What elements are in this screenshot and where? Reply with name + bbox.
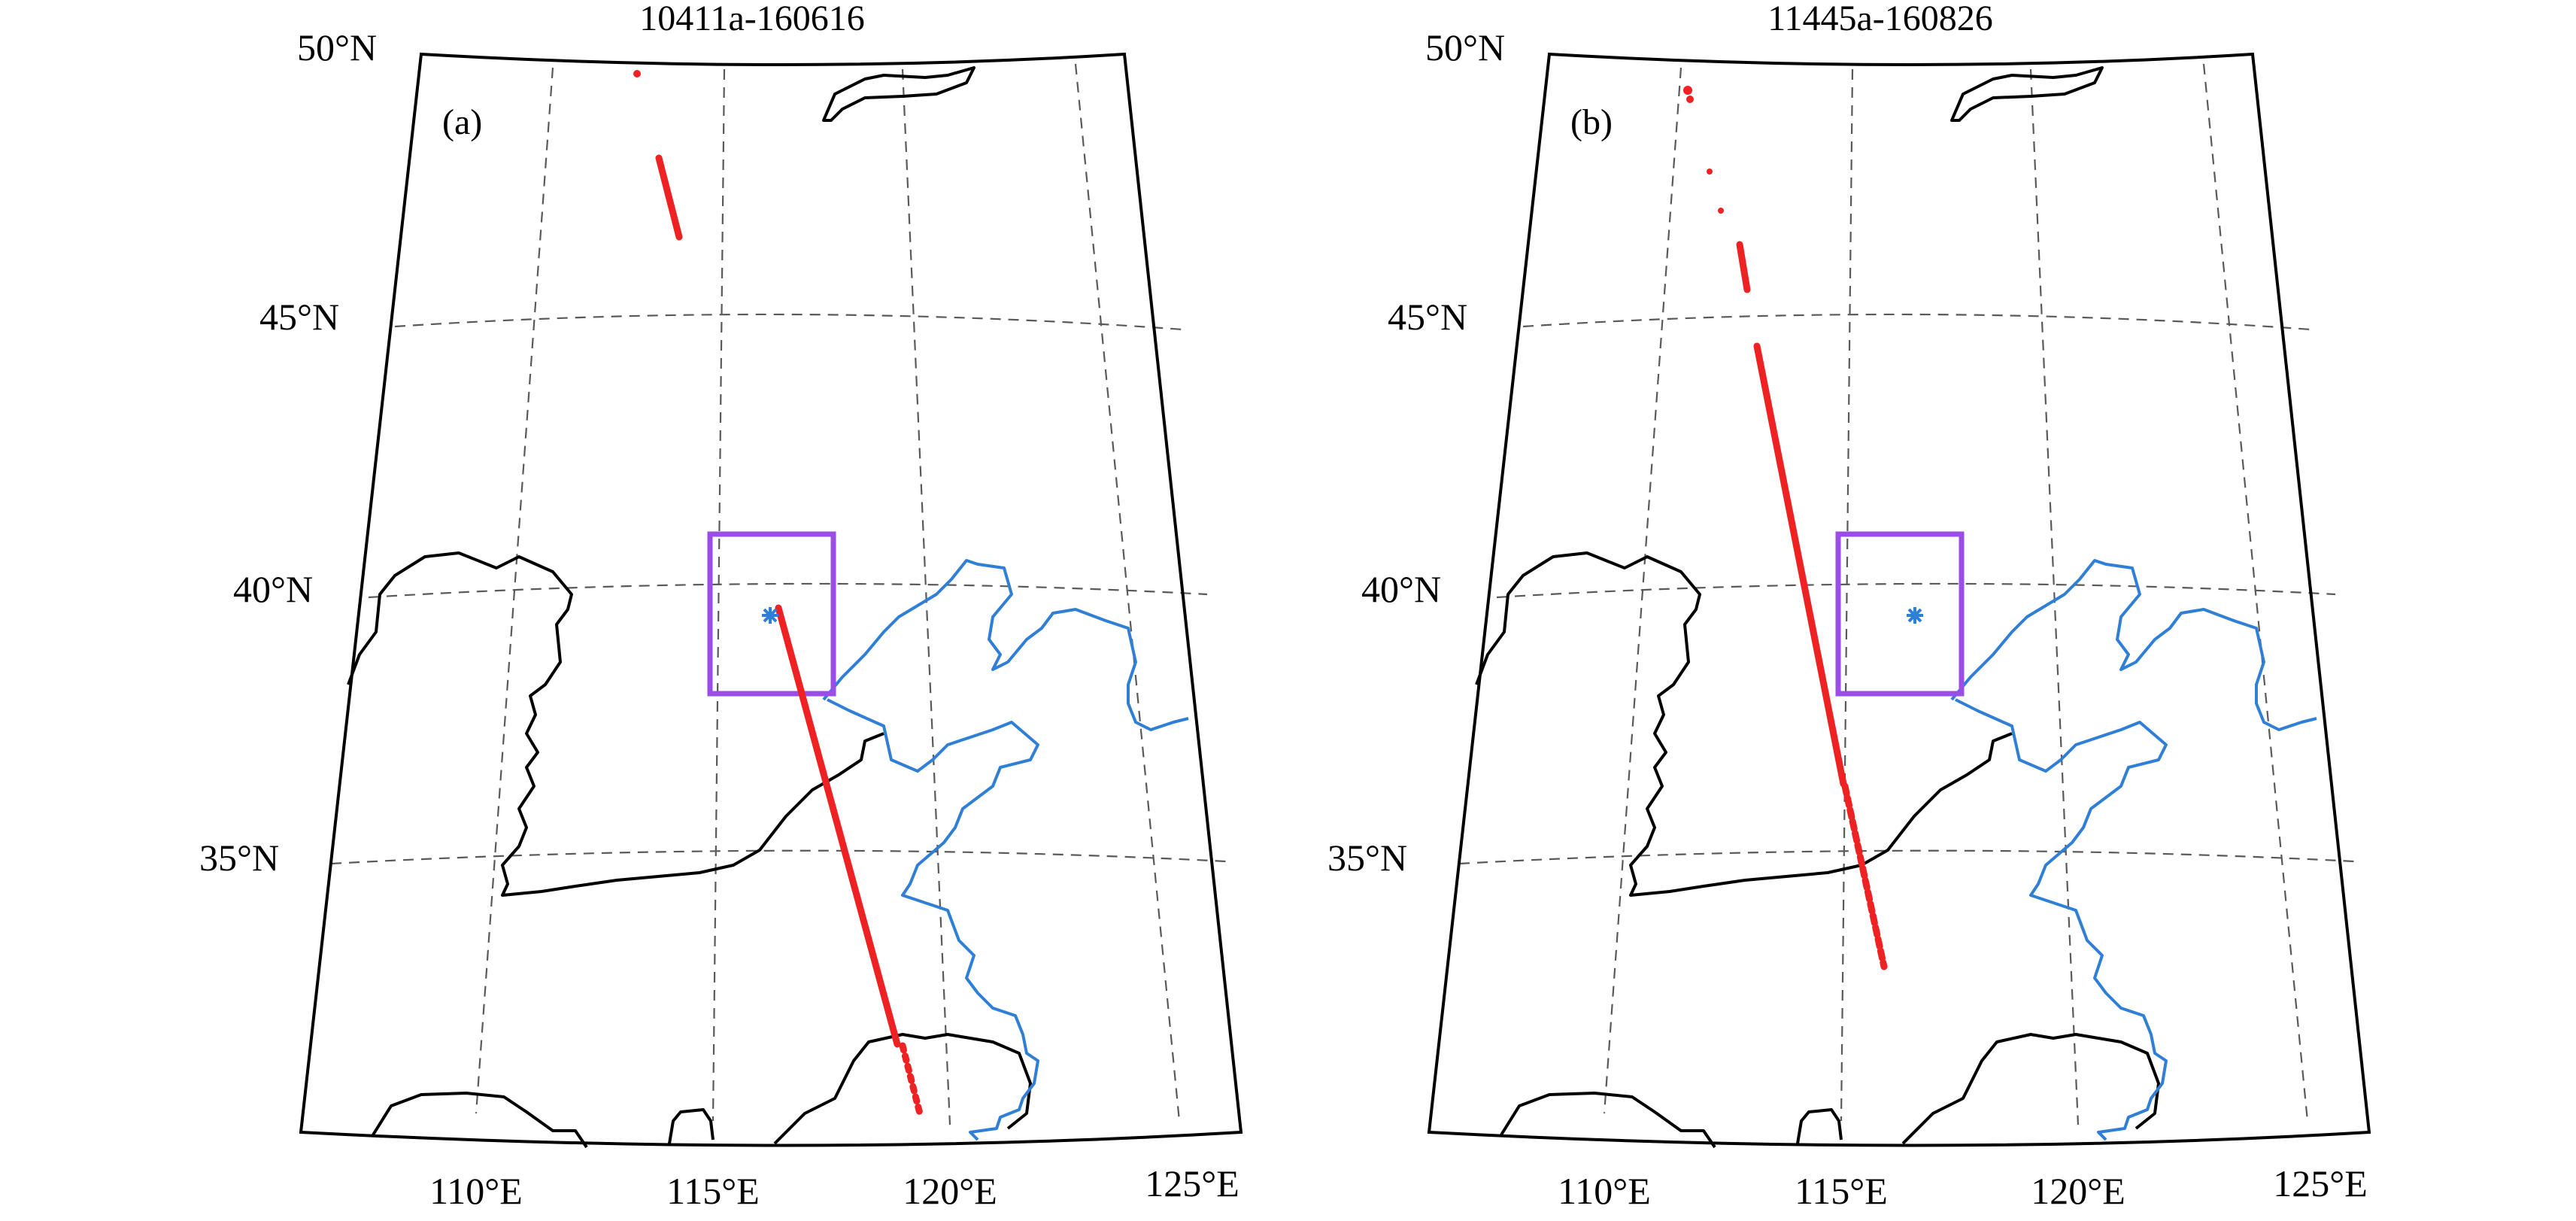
panel-a-lon-label-125: 125°E bbox=[1145, 1162, 1239, 1204]
panel-a-lon-120-line bbox=[901, 68, 951, 1125]
panel-b-lon-120-line bbox=[2029, 68, 2080, 1125]
panel-a-lat-45-line bbox=[394, 313, 1184, 331]
panel-a-coast-west bbox=[347, 551, 884, 897]
map-panel-b: 11445a-160826 bbox=[1327, 0, 2371, 1212]
panel-a-coast-south-right bbox=[773, 1033, 1032, 1145]
panel-b-lat-label-45: 45°N bbox=[1388, 296, 1467, 338]
panel-b-lon-110-line bbox=[1603, 67, 1682, 1114]
panel-b-track-dot-2 bbox=[1686, 96, 1694, 103]
panel-a-track-upper-segment bbox=[655, 154, 683, 241]
panel-b-lon-115-line bbox=[1840, 68, 1854, 1122]
panel-b-coast-south-right bbox=[1901, 1033, 2160, 1145]
panel-a-lon-label-120: 120°E bbox=[903, 1170, 997, 1212]
panel-b-satellite-track bbox=[1683, 86, 1888, 970]
panel-a-site-star bbox=[762, 607, 778, 624]
panel-a-label: (a) bbox=[442, 102, 482, 142]
panel-a-lon-label-115: 115°E bbox=[666, 1170, 760, 1212]
panel-a-lat-35-line bbox=[330, 849, 1227, 865]
panel-b-lon-label-110: 110°E bbox=[1558, 1170, 1651, 1212]
panel-b-lat-label-35: 35°N bbox=[1327, 837, 1407, 879]
panel-a-study-box bbox=[707, 531, 836, 697]
panel-a-track-dot bbox=[633, 70, 641, 77]
panel-b-lat-45-line bbox=[1522, 313, 2312, 331]
panel-b-lat-35-line bbox=[1458, 849, 2355, 865]
panel-a-satellite-track bbox=[633, 70, 924, 1117]
panel-b-coast-northeast bbox=[1950, 66, 2104, 122]
panel-b-lat-40-line bbox=[1496, 582, 2336, 599]
map-panel-a: 10411a-160616 bbox=[199, 0, 1243, 1212]
panel-a-lat-label-40: 40°N bbox=[233, 568, 313, 610]
panel-a-lat-label-50: 50°N bbox=[297, 26, 377, 68]
panel-b-study-box bbox=[1835, 531, 1965, 697]
panel-a-coast-bohai bbox=[827, 698, 1039, 1141]
panel-b-coast-bohai bbox=[1955, 698, 2168, 1141]
panel-b-coast-south-left bbox=[1499, 1092, 1716, 1149]
panel-a-coast-south-mid bbox=[668, 1108, 715, 1144]
panel-b-track-lower-segment bbox=[1841, 782, 1888, 970]
panel-a-map-frame bbox=[299, 52, 1243, 1147]
panel-b-lat-label-50: 50°N bbox=[1425, 26, 1505, 68]
panel-a-coast-liaodong bbox=[822, 559, 1189, 731]
panel-a-lat-40-line bbox=[368, 582, 1208, 599]
panel-b-track-upper-segment bbox=[1736, 241, 1751, 293]
panel-a-track-main-segment bbox=[775, 604, 901, 1048]
panel-b-track-main-segment bbox=[1753, 342, 1847, 788]
panel-b-coastlines bbox=[1475, 66, 2317, 1149]
panel-b-lat-label-40: 40°N bbox=[1361, 568, 1441, 610]
panel-b-lon-label-115: 115°E bbox=[1795, 1170, 1888, 1212]
panel-b-coast-liaodong bbox=[1950, 559, 2317, 731]
panel-b-label: (b) bbox=[1570, 102, 1613, 142]
panel-b-graticule bbox=[1458, 63, 2355, 1125]
panel-a-lon-115-line bbox=[712, 68, 726, 1122]
panel-a-coastlines bbox=[347, 66, 1189, 1149]
panel-b-map-frame bbox=[1427, 52, 2371, 1147]
panel-a-coast-northeast bbox=[822, 66, 975, 122]
panel-a-title: 10411a-160616 bbox=[639, 0, 865, 38]
panel-b-title: 11445a-160826 bbox=[1767, 0, 1993, 38]
panel-a-lon-label-110: 110°E bbox=[429, 1170, 523, 1212]
panel-a-lat-label-35: 35°N bbox=[199, 837, 279, 879]
panel-a-lat-label-45: 45°N bbox=[259, 296, 339, 338]
panel-b-site-star bbox=[1907, 607, 1923, 624]
panel-b-track-dot-1 bbox=[1683, 86, 1692, 95]
panel-a-track-lower-segment bbox=[899, 1042, 924, 1117]
panel-a-lon-125-line bbox=[1074, 63, 1181, 1122]
panel-b-coast-south-mid bbox=[1796, 1108, 1843, 1144]
panel-b-lon-125-line bbox=[2202, 63, 2309, 1122]
panel-b-coast-west bbox=[1475, 551, 2013, 897]
panel-b-track-dot-4 bbox=[1718, 208, 1724, 214]
panel-b-lon-label-120: 120°E bbox=[2031, 1170, 2125, 1212]
panel-b-lon-label-125: 125°E bbox=[2273, 1162, 2368, 1204]
panel-a-lon-110-line bbox=[475, 67, 554, 1114]
panel-a-graticule bbox=[330, 63, 1227, 1125]
panel-a-coast-south-left bbox=[371, 1092, 588, 1149]
panel-b-track-dot-3 bbox=[1707, 169, 1713, 175]
